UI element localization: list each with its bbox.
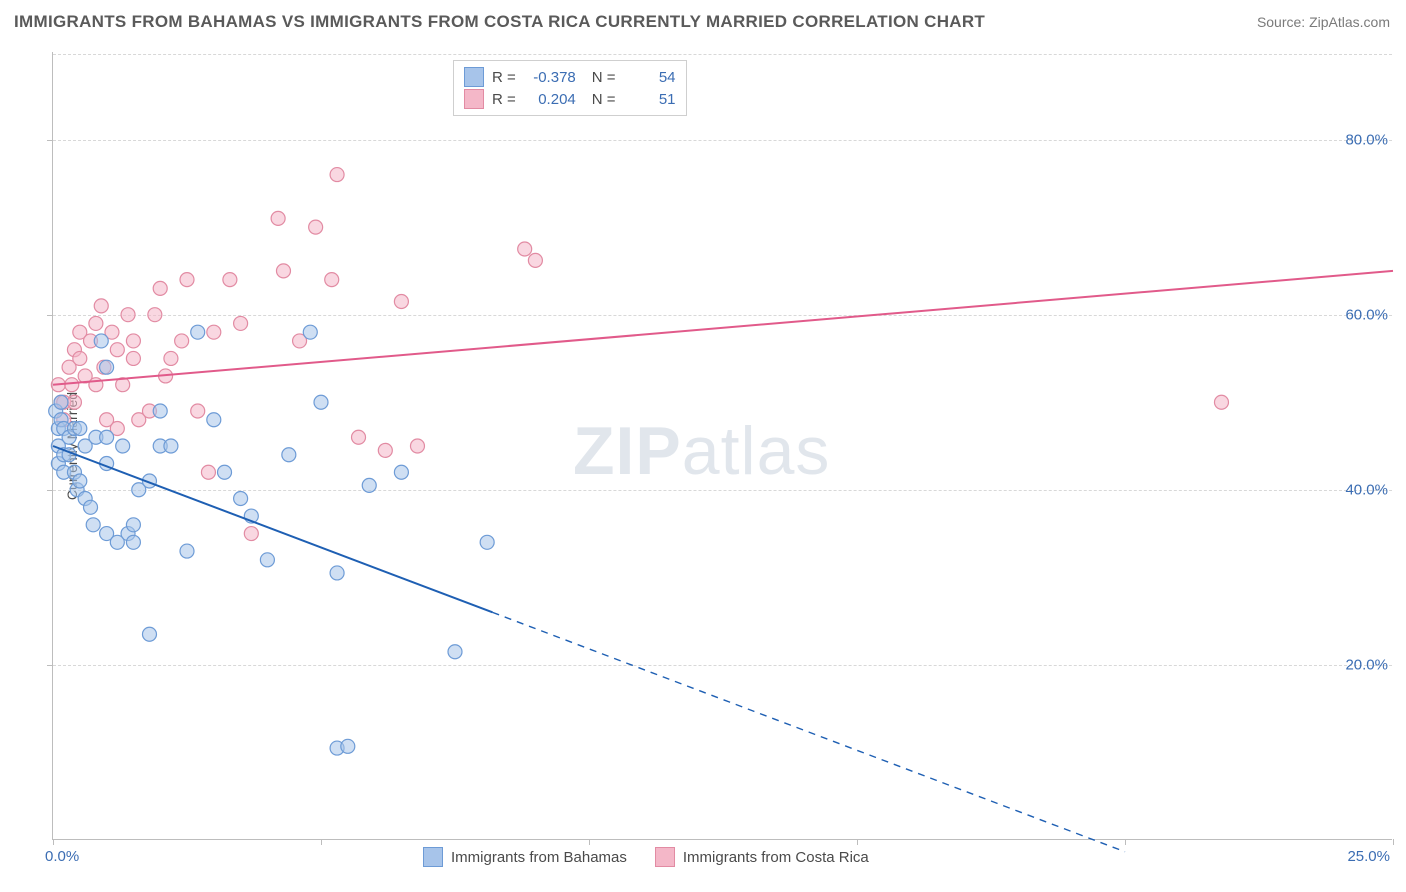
- scatter-point-bahamas: [362, 478, 376, 492]
- scatter-point-costarica: [126, 351, 140, 365]
- correlation-row-costarica: R = 0.204 N = 51: [464, 89, 676, 109]
- regression-line-bahamas: [53, 446, 493, 612]
- legend-label-bahamas: Immigrants from Bahamas: [451, 849, 627, 866]
- legend-item-costarica: Immigrants from Costa Rica: [655, 847, 869, 867]
- legend-label-costarica: Immigrants from Costa Rica: [683, 849, 869, 866]
- scatter-point-costarica: [153, 281, 167, 295]
- scatter-point-bahamas: [330, 566, 344, 580]
- scatter-point-costarica: [223, 273, 237, 287]
- legend-item-bahamas: Immigrants from Bahamas: [423, 847, 627, 867]
- legend-swatch-bahamas-icon: [423, 847, 443, 867]
- scatter-point-bahamas: [116, 439, 130, 453]
- series-legend: Immigrants from Bahamas Immigrants from …: [423, 847, 869, 867]
- scatter-point-bahamas: [303, 325, 317, 339]
- scatter-point-costarica: [201, 465, 215, 479]
- n-label: N =: [592, 69, 616, 86]
- r-label-2: R =: [492, 91, 516, 108]
- scatter-point-bahamas: [164, 439, 178, 453]
- scatter-point-costarica: [271, 211, 285, 225]
- chart-title: IMMIGRANTS FROM BAHAMAS VS IMMIGRANTS FR…: [14, 12, 985, 32]
- scatter-point-costarica: [89, 316, 103, 330]
- scatter-point-costarica: [110, 343, 124, 357]
- scatter-point-bahamas: [142, 627, 156, 641]
- scatter-point-costarica: [1214, 395, 1228, 409]
- source-attribution: Source: ZipAtlas.com: [1257, 14, 1390, 30]
- scatter-point-costarica: [518, 242, 532, 256]
- scatter-point-bahamas: [282, 448, 296, 462]
- scatter-point-bahamas: [73, 474, 87, 488]
- x-tick-max: 25.0%: [1347, 848, 1390, 865]
- scatter-point-costarica: [65, 378, 79, 392]
- scatter-point-bahamas: [153, 404, 167, 418]
- scatter-point-bahamas: [73, 421, 87, 435]
- scatter-point-costarica: [67, 395, 81, 409]
- correlation-row-bahamas: R = -0.378 N = 54: [464, 67, 676, 87]
- scatter-point-bahamas: [180, 544, 194, 558]
- scatter-point-bahamas: [341, 739, 355, 753]
- regression-line-costarica: [53, 271, 1393, 385]
- scatter-point-costarica: [394, 295, 408, 309]
- n-value-costarica: 51: [624, 91, 676, 108]
- scatter-point-costarica: [207, 325, 221, 339]
- r-value-bahamas: -0.378: [524, 69, 576, 86]
- scatter-point-costarica: [234, 316, 248, 330]
- scatter-point-bahamas: [207, 413, 221, 427]
- chart-svg: [53, 52, 1393, 840]
- scatter-point-costarica: [352, 430, 366, 444]
- n-label-2: N =: [592, 91, 616, 108]
- scatter-point-bahamas: [54, 395, 68, 409]
- chart-container: IMMIGRANTS FROM BAHAMAS VS IMMIGRANTS FR…: [0, 0, 1406, 892]
- legend-swatch-costarica-icon: [655, 847, 675, 867]
- scatter-point-bahamas: [394, 465, 408, 479]
- scatter-point-bahamas: [480, 535, 494, 549]
- scatter-point-bahamas: [84, 500, 98, 514]
- regression-dash-bahamas: [493, 612, 1125, 851]
- scatter-point-bahamas: [126, 535, 140, 549]
- legend-swatch-costarica: [464, 89, 484, 109]
- scatter-point-bahamas: [314, 395, 328, 409]
- n-value-bahamas: 54: [624, 69, 676, 86]
- scatter-point-bahamas: [260, 553, 274, 567]
- scatter-point-costarica: [378, 443, 392, 457]
- scatter-point-costarica: [330, 168, 344, 182]
- scatter-point-bahamas: [126, 518, 140, 532]
- r-value-costarica: 0.204: [524, 91, 576, 108]
- scatter-point-costarica: [244, 527, 258, 541]
- scatter-point-costarica: [309, 220, 323, 234]
- scatter-point-costarica: [164, 351, 178, 365]
- scatter-point-costarica: [191, 404, 205, 418]
- correlation-legend: R = -0.378 N = 54 R = 0.204 N = 51: [453, 60, 687, 116]
- plot-area: ZIPatlas R = -0.378 N = 54 R = 0.204 N =…: [52, 52, 1392, 840]
- scatter-point-costarica: [148, 308, 162, 322]
- scatter-point-costarica: [73, 351, 87, 365]
- scatter-point-costarica: [94, 299, 108, 313]
- y-tick-label: 20.0%: [1345, 656, 1388, 673]
- scatter-point-bahamas: [86, 518, 100, 532]
- r-label: R =: [492, 69, 516, 86]
- scatter-point-costarica: [528, 253, 542, 267]
- scatter-point-costarica: [175, 334, 189, 348]
- scatter-point-bahamas: [218, 465, 232, 479]
- scatter-point-costarica: [126, 334, 140, 348]
- x-tick-min: 0.0%: [45, 848, 79, 865]
- y-tick-label: 80.0%: [1345, 131, 1388, 148]
- scatter-point-bahamas: [448, 645, 462, 659]
- scatter-point-bahamas: [100, 360, 114, 374]
- scatter-point-costarica: [325, 273, 339, 287]
- legend-swatch-bahamas: [464, 67, 484, 87]
- scatter-point-bahamas: [234, 492, 248, 506]
- scatter-point-costarica: [410, 439, 424, 453]
- scatter-point-costarica: [121, 308, 135, 322]
- scatter-point-bahamas: [191, 325, 205, 339]
- y-tick-label: 40.0%: [1345, 481, 1388, 498]
- scatter-point-costarica: [276, 264, 290, 278]
- tick-x: [1393, 839, 1394, 845]
- scatter-point-costarica: [180, 273, 194, 287]
- y-tick-label: 60.0%: [1345, 306, 1388, 323]
- scatter-point-bahamas: [94, 334, 108, 348]
- scatter-point-bahamas: [100, 430, 114, 444]
